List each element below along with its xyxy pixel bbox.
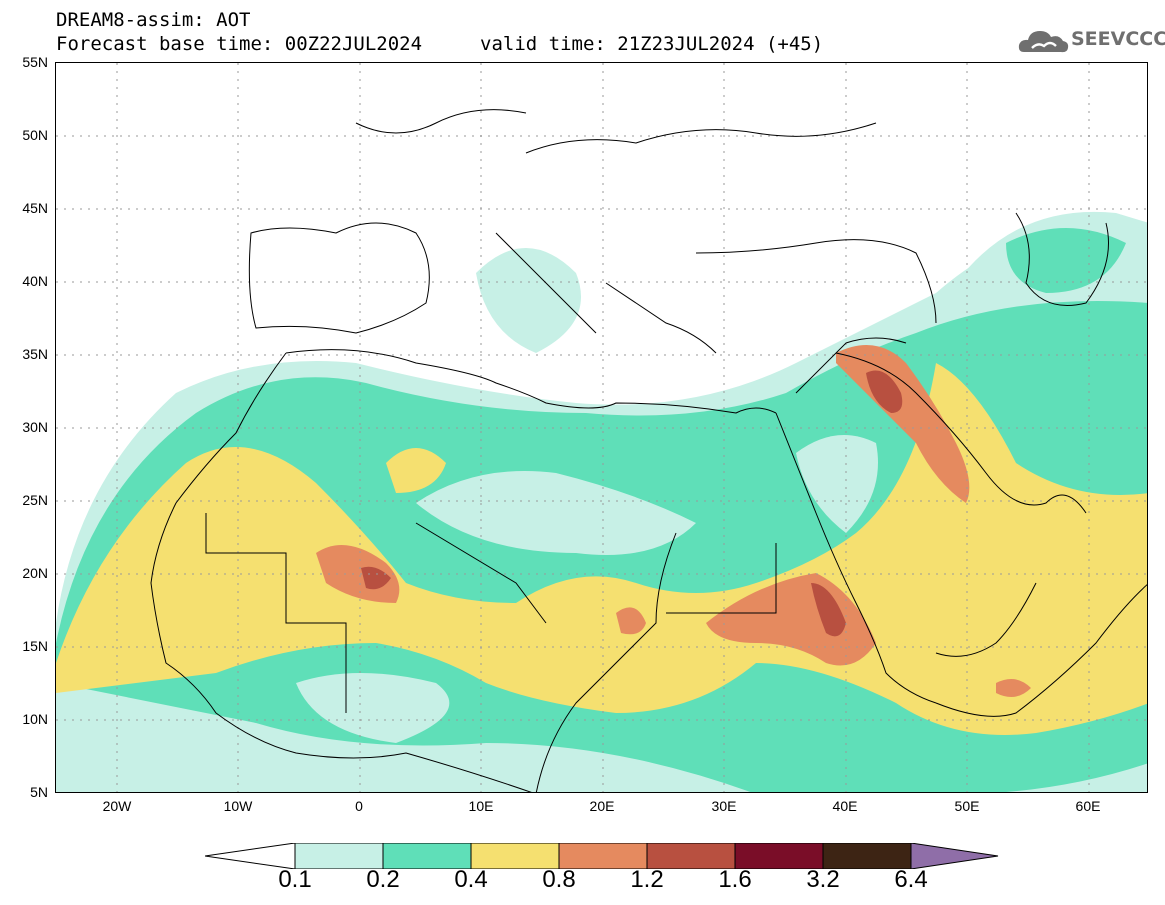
coastlines — [150, 109, 1147, 792]
colorbar-label: 0.8 — [542, 866, 576, 893]
aot-map-panel — [55, 62, 1148, 793]
chart-title: DREAM8-assim: AOT — [56, 9, 251, 31]
lat-label: 20N — [22, 565, 48, 581]
lon-label: 40E — [832, 798, 858, 814]
lon-label: 0 — [355, 798, 363, 814]
aot-band-0.8 — [316, 345, 1031, 697]
colorbar-segment — [558, 843, 648, 869]
lon-label: 10W — [223, 798, 253, 814]
valid-time: valid time: 21Z23JUL2024 (+45) — [480, 33, 824, 55]
lat-label: 30N — [22, 419, 48, 435]
colorbar-label: 1.6 — [718, 866, 752, 893]
colorbar-segment — [294, 843, 384, 869]
colorbar-label: 0.2 — [366, 866, 400, 893]
lon-label: 30E — [711, 798, 737, 814]
lat-label: 15N — [22, 638, 48, 654]
colorbar-segment — [734, 843, 824, 869]
colorbar-segment — [646, 843, 736, 869]
aot-band-0.1-inner — [296, 435, 878, 743]
lat-label: 10N — [22, 711, 48, 727]
aot-band-1.2 — [361, 370, 903, 637]
graticule — [56, 63, 1147, 792]
lat-label: 55N — [22, 54, 48, 70]
lon-label: 10E — [468, 798, 494, 814]
lat-label: 35N — [22, 346, 48, 362]
colorbar-label: 3.2 — [806, 866, 840, 893]
aot-field-map — [56, 63, 1147, 792]
colorbar-label: 1.2 — [630, 866, 664, 893]
colorbar-label: 0.4 — [454, 866, 488, 893]
colorbar-over-triangle — [910, 843, 999, 869]
lat-label: 25N — [22, 492, 48, 508]
lat-label: 50N — [22, 127, 48, 143]
colorbar-label: 0.1 — [278, 866, 312, 893]
seevccc-logo: SEEVCCC — [1018, 22, 1165, 58]
base-time: Forecast base time: 00Z22JUL2024 — [56, 33, 423, 55]
lon-label: 60E — [1075, 798, 1101, 814]
lat-label: 45N — [22, 200, 48, 216]
colorbar — [205, 843, 999, 869]
cloud-logo-icon — [1018, 31, 1069, 53]
lon-label: 20W — [102, 798, 132, 814]
logo-text: SEEVCCC — [1071, 28, 1165, 50]
colorbar-label: 6.4 — [894, 866, 928, 893]
lat-label: 40N — [22, 273, 48, 289]
lat-label: 5N — [30, 784, 48, 800]
lon-label: 20E — [589, 798, 615, 814]
lon-label: 50E — [954, 798, 980, 814]
